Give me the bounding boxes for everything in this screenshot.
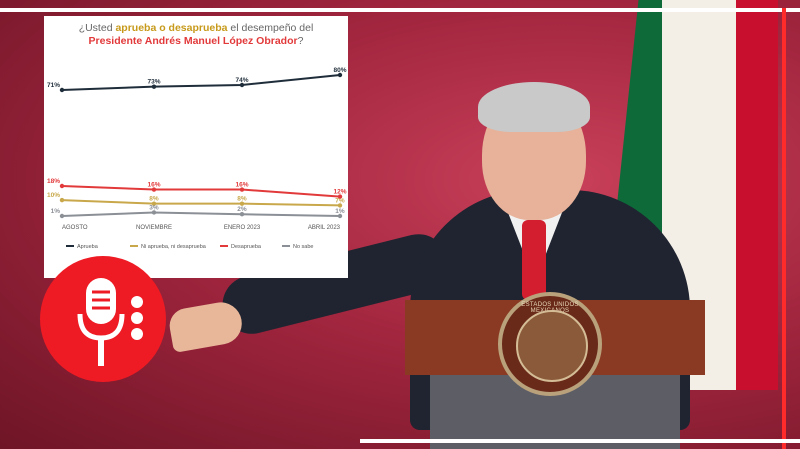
series-line <box>61 211 341 217</box>
data-point <box>59 213 65 219</box>
national-seal: ESTADOS UNIDOS MEXICANOS <box>498 292 602 396</box>
data-label: 16% <box>235 182 248 189</box>
data-point <box>151 84 157 89</box>
data-label: 73% <box>147 79 160 86</box>
x-tick-label: AGOSTO <box>62 225 88 231</box>
data-label: 8% <box>237 196 247 203</box>
data-label: 2% <box>237 206 247 213</box>
data-point <box>151 201 157 206</box>
speaker-hair <box>478 82 590 132</box>
data-label: 18% <box>47 178 60 185</box>
chart-title-part: el desempeño del <box>227 22 314 34</box>
chart-title-part: ¿Usted <box>78 22 116 34</box>
frame-right-line <box>782 8 786 449</box>
frame-top-line <box>0 8 800 12</box>
frame-bottom-line <box>360 439 800 443</box>
data-point <box>239 212 245 217</box>
series-line <box>61 74 341 91</box>
chart-title-part: aprueba o desaprueba <box>115 22 228 34</box>
data-label: 3% <box>149 204 159 211</box>
data-label: 1% <box>51 208 61 215</box>
data-label: 16% <box>147 182 160 189</box>
chart-title-part: Presidente Andrés Manuel López Obrador <box>88 35 298 47</box>
data-point <box>337 213 343 219</box>
data-point <box>239 201 245 206</box>
chart-title-part: ? <box>297 35 304 47</box>
data-point <box>151 187 157 192</box>
data-point <box>337 203 343 208</box>
legend-label: Desaprueba <box>231 244 262 250</box>
line-chart: 71% 73% 74% 80% 10% 8% 8% 7% 18% 16% 16% 12% 1% 3% 2% 1… <box>47 67 347 250</box>
data-label: 1% <box>335 208 345 215</box>
data-point <box>59 183 65 189</box>
data-point <box>337 72 343 78</box>
data-label: 10% <box>47 192 60 199</box>
speaker-hand <box>166 299 246 353</box>
data-label: 80% <box>333 67 346 74</box>
data-point <box>337 194 343 199</box>
series-line <box>61 185 341 198</box>
data-label: 12% <box>333 189 346 196</box>
data-point <box>151 210 157 215</box>
chart-title: ¿Usted aprueba o desaprueba el desempeño… <box>50 22 342 48</box>
data-point <box>239 187 245 192</box>
data-point <box>239 82 245 88</box>
data-label: 71% <box>47 82 60 89</box>
microphone-badge <box>40 256 166 382</box>
legend-label: No sabe <box>293 244 314 250</box>
speaker-tie <box>522 220 546 300</box>
data-label: 74% <box>235 77 248 84</box>
legend-label: Ni aprueba, ni desaprueba <box>141 244 207 250</box>
x-tick-label: ENERO 2023 <box>224 225 261 231</box>
x-tick-label: NOVIEMBRE <box>136 225 172 231</box>
data-point <box>59 197 65 203</box>
microphone-icon <box>77 278 143 366</box>
data-label: 7% <box>335 197 345 204</box>
approval-chart-card: ¿Usted aprueba o desaprueba el desempeño… <box>44 16 348 278</box>
legend-label: Aprueba <box>77 244 99 250</box>
series-line <box>61 199 341 207</box>
data-point <box>59 87 65 93</box>
data-label: 8% <box>149 196 159 203</box>
eagle-emblem-icon <box>516 310 588 382</box>
x-tick-label: ABRIL 2023 <box>308 225 341 231</box>
